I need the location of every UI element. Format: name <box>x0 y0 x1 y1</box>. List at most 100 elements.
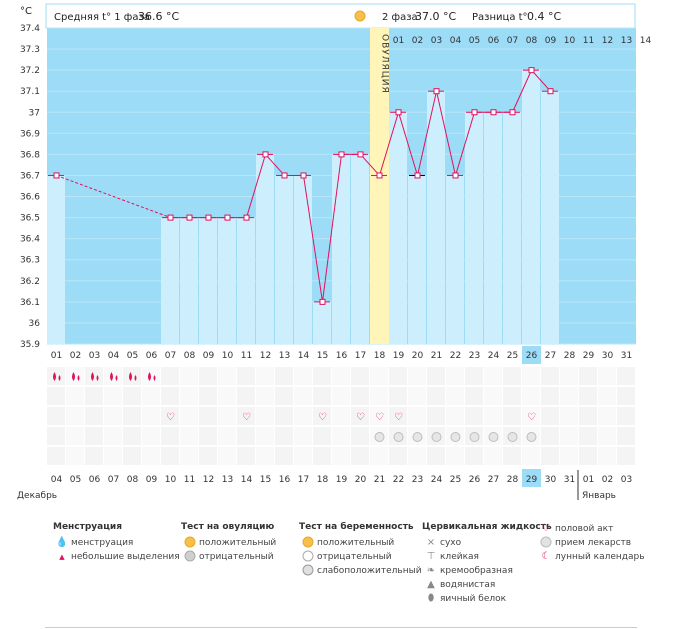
row-cell <box>617 447 635 465</box>
temp-bar <box>313 301 331 344</box>
legend-menstruation: Менструация 💧 менструация ▲ небольшие выде… <box>53 522 180 564</box>
row-cell <box>598 387 616 405</box>
row-cell <box>332 387 350 405</box>
row-cell <box>256 387 274 405</box>
temp-bar <box>332 154 350 344</box>
cycle-day-label: 04 <box>450 36 462 46</box>
heart-icon: ♡ <box>318 412 327 423</box>
row-cell <box>332 447 350 465</box>
row-cell <box>47 427 65 445</box>
row-cell <box>522 387 540 405</box>
temp-point <box>471 109 478 116</box>
pill-icon <box>539 536 553 550</box>
row-cell <box>503 447 521 465</box>
row-cell <box>560 407 578 425</box>
date-label: 23 <box>412 475 423 485</box>
legend-item: отрицательный <box>299 550 419 564</box>
row-cell <box>484 367 502 385</box>
row-cell <box>560 447 578 465</box>
y-tick-label: 37 <box>29 108 40 118</box>
row-cell <box>256 447 274 465</box>
menstruation-drop-icon <box>110 372 113 381</box>
series-segment <box>303 175 323 302</box>
pill-icon <box>393 432 404 442</box>
row-cell <box>313 447 331 465</box>
menstruation-drop-icon <box>58 375 61 381</box>
cycle-day-label: 14 <box>640 36 652 46</box>
date-label: 11 <box>184 475 195 485</box>
y-tick-label: 36.9 <box>20 129 40 139</box>
series-segment <box>512 69 532 113</box>
row-cell <box>484 387 502 405</box>
row-cell <box>408 367 426 385</box>
row-cell <box>123 367 141 385</box>
row-cell <box>465 367 483 385</box>
y-tick-label: 36.4 <box>20 235 40 245</box>
series-segment <box>379 112 399 176</box>
x-day-label: 15 <box>317 351 328 361</box>
pill-icon <box>412 432 423 442</box>
highlight-date-bg <box>522 469 541 487</box>
row-cell <box>503 387 521 405</box>
legend-item: 💧 менструация <box>55 537 134 548</box>
row-cell <box>465 387 483 405</box>
row-cell <box>294 407 312 425</box>
x-day-label: 05 <box>127 351 138 361</box>
date-label: 19 <box>336 475 348 485</box>
date-label: 29 <box>526 475 538 485</box>
temp-point <box>490 109 497 116</box>
legend-item: ☾ лунный календарь <box>537 550 645 564</box>
date-label: 20 <box>355 475 367 485</box>
row-cell <box>522 407 540 425</box>
series-segment <box>246 154 266 218</box>
row-cell <box>484 407 502 425</box>
date-label: 25 <box>450 475 461 485</box>
legend: Менструация 💧 менструация ▲ небольшие выде… <box>45 522 645 627</box>
row-cell <box>294 387 312 405</box>
row-cell <box>104 427 122 445</box>
row-cell <box>617 387 635 405</box>
temp-point <box>167 214 174 221</box>
row-cell <box>85 447 103 465</box>
legend-item: отрицательный <box>181 550 291 564</box>
bbt-chart: °C Средняя t° 1 фаза 36.6 °C 2 фаза 37.0… <box>17 3 652 501</box>
row-cell <box>332 427 350 445</box>
legend-item: ♡ половой акт <box>537 522 645 536</box>
row-cell <box>104 447 122 465</box>
x-day-label: 07 <box>165 351 176 361</box>
date-label: 15 <box>260 475 271 485</box>
legend-ovulation-test: Тест на овуляцию положительный отрицател… <box>181 522 291 564</box>
legend-pregnancy-test: Тест на беременность положительный отриц… <box>299 522 422 578</box>
menstruation-drop-icon <box>53 372 56 381</box>
pill-icon <box>526 432 537 442</box>
row-cell <box>218 447 236 465</box>
row-cell <box>503 407 521 425</box>
row-cell <box>275 447 293 465</box>
row-cell <box>446 407 464 425</box>
legend-title: Менструация <box>53 522 122 532</box>
date-label: 18 <box>317 475 329 485</box>
row-cell <box>161 367 179 385</box>
temp-point <box>205 214 212 221</box>
date-label: 28 <box>507 475 519 485</box>
row-cell <box>180 367 198 385</box>
row-cell <box>237 447 255 465</box>
series-segment <box>398 112 418 176</box>
legend-cervical: Цервикальная жидкость × сухо ⊤ клейкая ❧ кр… <box>422 522 552 606</box>
temp-bar <box>256 154 274 344</box>
y-tick-label: 36.7 <box>20 171 40 181</box>
watery-icon: ▲ <box>427 579 435 590</box>
y-tick-label: 36.1 <box>20 298 40 308</box>
date-label: 27 <box>488 475 499 485</box>
x-day-label: 12 <box>260 351 271 361</box>
date-label: 17 <box>298 475 309 485</box>
temp-point <box>528 67 535 74</box>
temp-point <box>262 151 269 158</box>
row-cell <box>389 407 407 425</box>
row-cell <box>142 387 160 405</box>
row-cell <box>199 367 217 385</box>
series-segment <box>531 69 551 92</box>
row-cell <box>560 427 578 445</box>
menstruation-drop-icon <box>134 375 137 381</box>
temp-point <box>186 214 193 221</box>
